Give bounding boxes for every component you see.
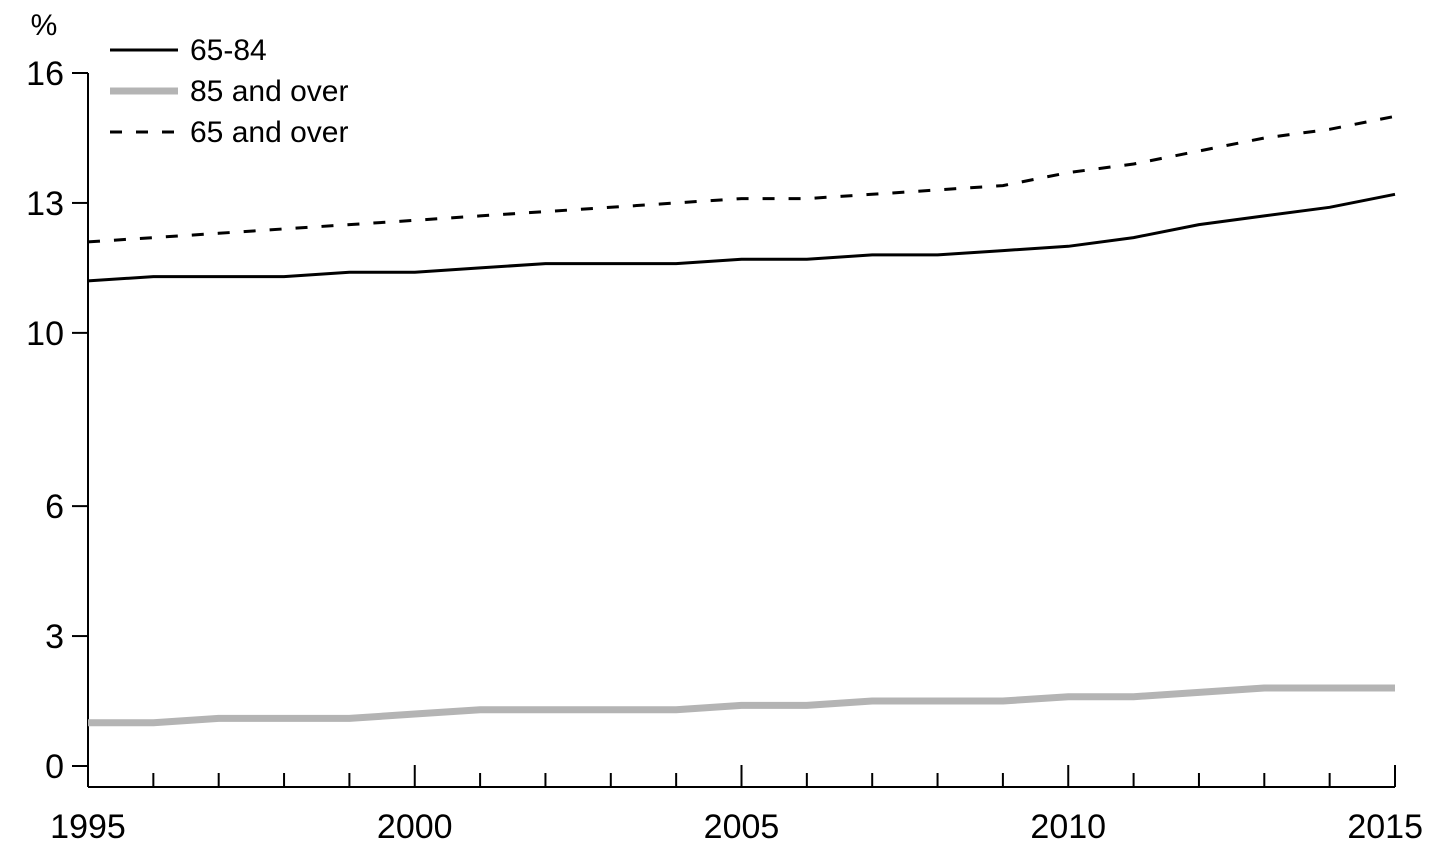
x-tick-label: 2005	[704, 808, 780, 842]
legend: 65-84 85 and over 65 and over	[110, 34, 348, 149]
y-tick-label: 0	[45, 748, 64, 786]
y-tick-label: 6	[45, 488, 64, 526]
tick-labels: 0 3 6 10 13 16% 1995 2000 2005 2010 2015	[26, 9, 1423, 842]
y-tick-label: 13	[26, 185, 64, 223]
y-tick-label: 10	[26, 315, 64, 353]
axes	[72, 72, 1396, 788]
x-tick-label: 2015	[1347, 808, 1423, 842]
x-tick-label: 2000	[377, 808, 453, 842]
series-lines	[87, 114, 1396, 727]
legend-label: 65-84	[190, 34, 267, 67]
legend-label: 85 and over	[190, 75, 348, 108]
series-line-1	[88, 684, 1395, 727]
series-line-2	[87, 114, 1396, 244]
x-tick-label: 1995	[50, 808, 126, 842]
y-tick-label: 16	[26, 55, 64, 93]
legend-label: 65 and over	[190, 116, 348, 149]
y-axis-unit-label: %	[31, 9, 58, 42]
series-line-0	[87, 192, 1396, 283]
x-tick-label: 2010	[1030, 808, 1106, 842]
y-tick-label: 3	[45, 618, 64, 656]
